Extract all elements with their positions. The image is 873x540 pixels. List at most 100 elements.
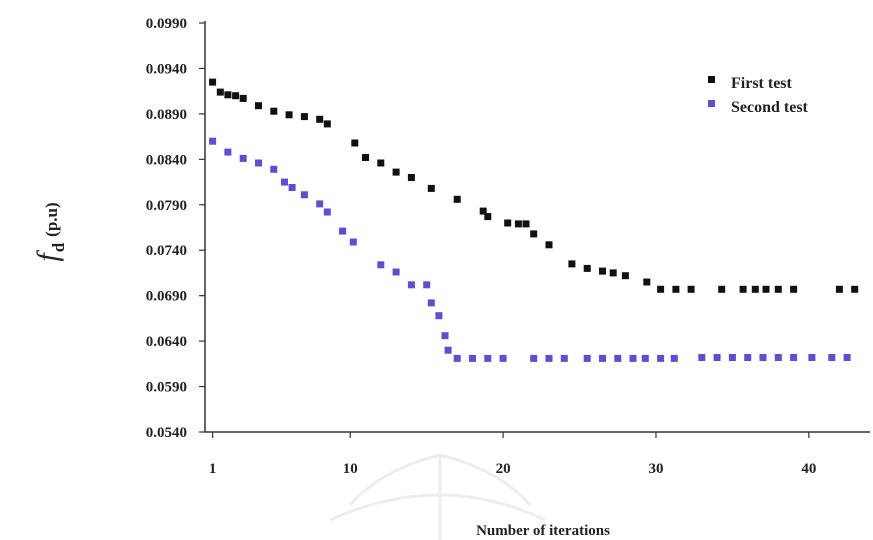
- data-point: [759, 354, 767, 361]
- data-point: [530, 230, 538, 238]
- series-second-test: [209, 137, 851, 362]
- data-point: [255, 159, 262, 167]
- data-point: [484, 213, 492, 221]
- data-point: [270, 165, 278, 173]
- data-point: [744, 354, 752, 361]
- data-point: [629, 354, 637, 362]
- data-point: [339, 227, 347, 235]
- data-point: [423, 281, 431, 289]
- data-point: [835, 285, 843, 293]
- data-point: [407, 281, 415, 289]
- y-axis-label: fd(p.u): [31, 202, 68, 261]
- data-point: [657, 285, 665, 293]
- data-point: [568, 260, 576, 268]
- data-point: [484, 354, 492, 362]
- y-tick-label: 0.0940: [146, 61, 187, 77]
- data-point: [435, 312, 443, 320]
- data-point: [530, 354, 538, 362]
- data-point: [377, 159, 385, 167]
- y-axis-label-subscript: d: [49, 242, 68, 252]
- data-point: [224, 91, 232, 99]
- data-point: [453, 354, 461, 362]
- legend-label-first-test: First test: [731, 75, 793, 92]
- data-point: [583, 264, 591, 272]
- data-point: [351, 139, 359, 147]
- data-point: [774, 285, 782, 293]
- data-point: [232, 92, 240, 100]
- y-tick-label: 0.0540: [146, 425, 187, 441]
- data-point: [323, 120, 331, 128]
- data-point: [499, 354, 507, 362]
- legend-marker-first-test: [708, 76, 715, 83]
- data-point: [621, 272, 629, 280]
- legend-marker-second-test: [708, 100, 715, 107]
- data-point: [560, 354, 568, 362]
- data-series: [209, 78, 859, 362]
- y-tick-label: 0.0690: [146, 289, 187, 305]
- data-point: [239, 94, 247, 102]
- data-point: [504, 219, 512, 227]
- data-point: [453, 195, 461, 203]
- data-point: [851, 285, 859, 293]
- data-point: [614, 354, 622, 362]
- y-tick-label: 0.0890: [146, 107, 187, 123]
- axes: [204, 21, 870, 433]
- data-point: [790, 285, 798, 293]
- data-point: [641, 354, 649, 362]
- data-point: [209, 78, 217, 86]
- data-point: [739, 285, 747, 293]
- data-point: [469, 354, 476, 362]
- legend-label-second-test: Second test: [731, 99, 809, 116]
- x-tick-label: 20: [496, 461, 511, 477]
- data-point: [718, 285, 726, 293]
- data-point: [583, 354, 591, 362]
- legend: First test Second test: [708, 75, 809, 116]
- data-point: [349, 238, 357, 246]
- data-point: [545, 354, 553, 362]
- data-point: [698, 354, 706, 361]
- data-point: [300, 113, 308, 121]
- data-point: [774, 354, 782, 361]
- data-point: [209, 137, 217, 145]
- data-point: [239, 154, 247, 162]
- data-point: [285, 111, 293, 119]
- data-point: [224, 148, 232, 156]
- data-point: [281, 178, 288, 186]
- data-point: [843, 354, 851, 361]
- data-point: [670, 354, 678, 362]
- data-point: [362, 154, 369, 161]
- data-point: [599, 354, 606, 362]
- svg-text:fd(p.u): fd(p.u): [31, 202, 68, 261]
- series-first-test: [209, 78, 859, 293]
- data-point: [728, 354, 736, 361]
- data-point: [790, 354, 798, 361]
- data-point: [441, 332, 449, 340]
- watermark-logo: [329, 453, 546, 540]
- x-tick-label: 10: [343, 461, 358, 477]
- data-point: [316, 200, 324, 208]
- y-tick-label: 0.0990: [146, 16, 187, 32]
- x-tick-label: 1: [209, 461, 217, 477]
- x-tick-label: 40: [801, 461, 816, 477]
- data-point: [808, 354, 816, 361]
- data-point: [300, 191, 308, 199]
- data-point: [751, 285, 759, 293]
- data-point: [599, 267, 606, 275]
- data-point: [828, 354, 836, 361]
- y-tick-label: 0.0740: [146, 243, 187, 259]
- data-point: [288, 184, 296, 191]
- data-point: [392, 168, 400, 176]
- data-point: [762, 285, 770, 293]
- data-point: [444, 346, 452, 354]
- data-point: [522, 220, 530, 228]
- y-tick-label: 0.0640: [146, 334, 187, 350]
- x-axis-ticks: 1 10 20 30 40: [209, 432, 816, 477]
- data-point: [545, 241, 553, 249]
- x-axis-label: Number of iterations: [476, 523, 610, 539]
- data-point: [672, 285, 680, 293]
- data-point: [427, 299, 435, 307]
- data-point: [216, 88, 224, 96]
- data-point: [323, 208, 331, 216]
- data-point: [255, 102, 262, 110]
